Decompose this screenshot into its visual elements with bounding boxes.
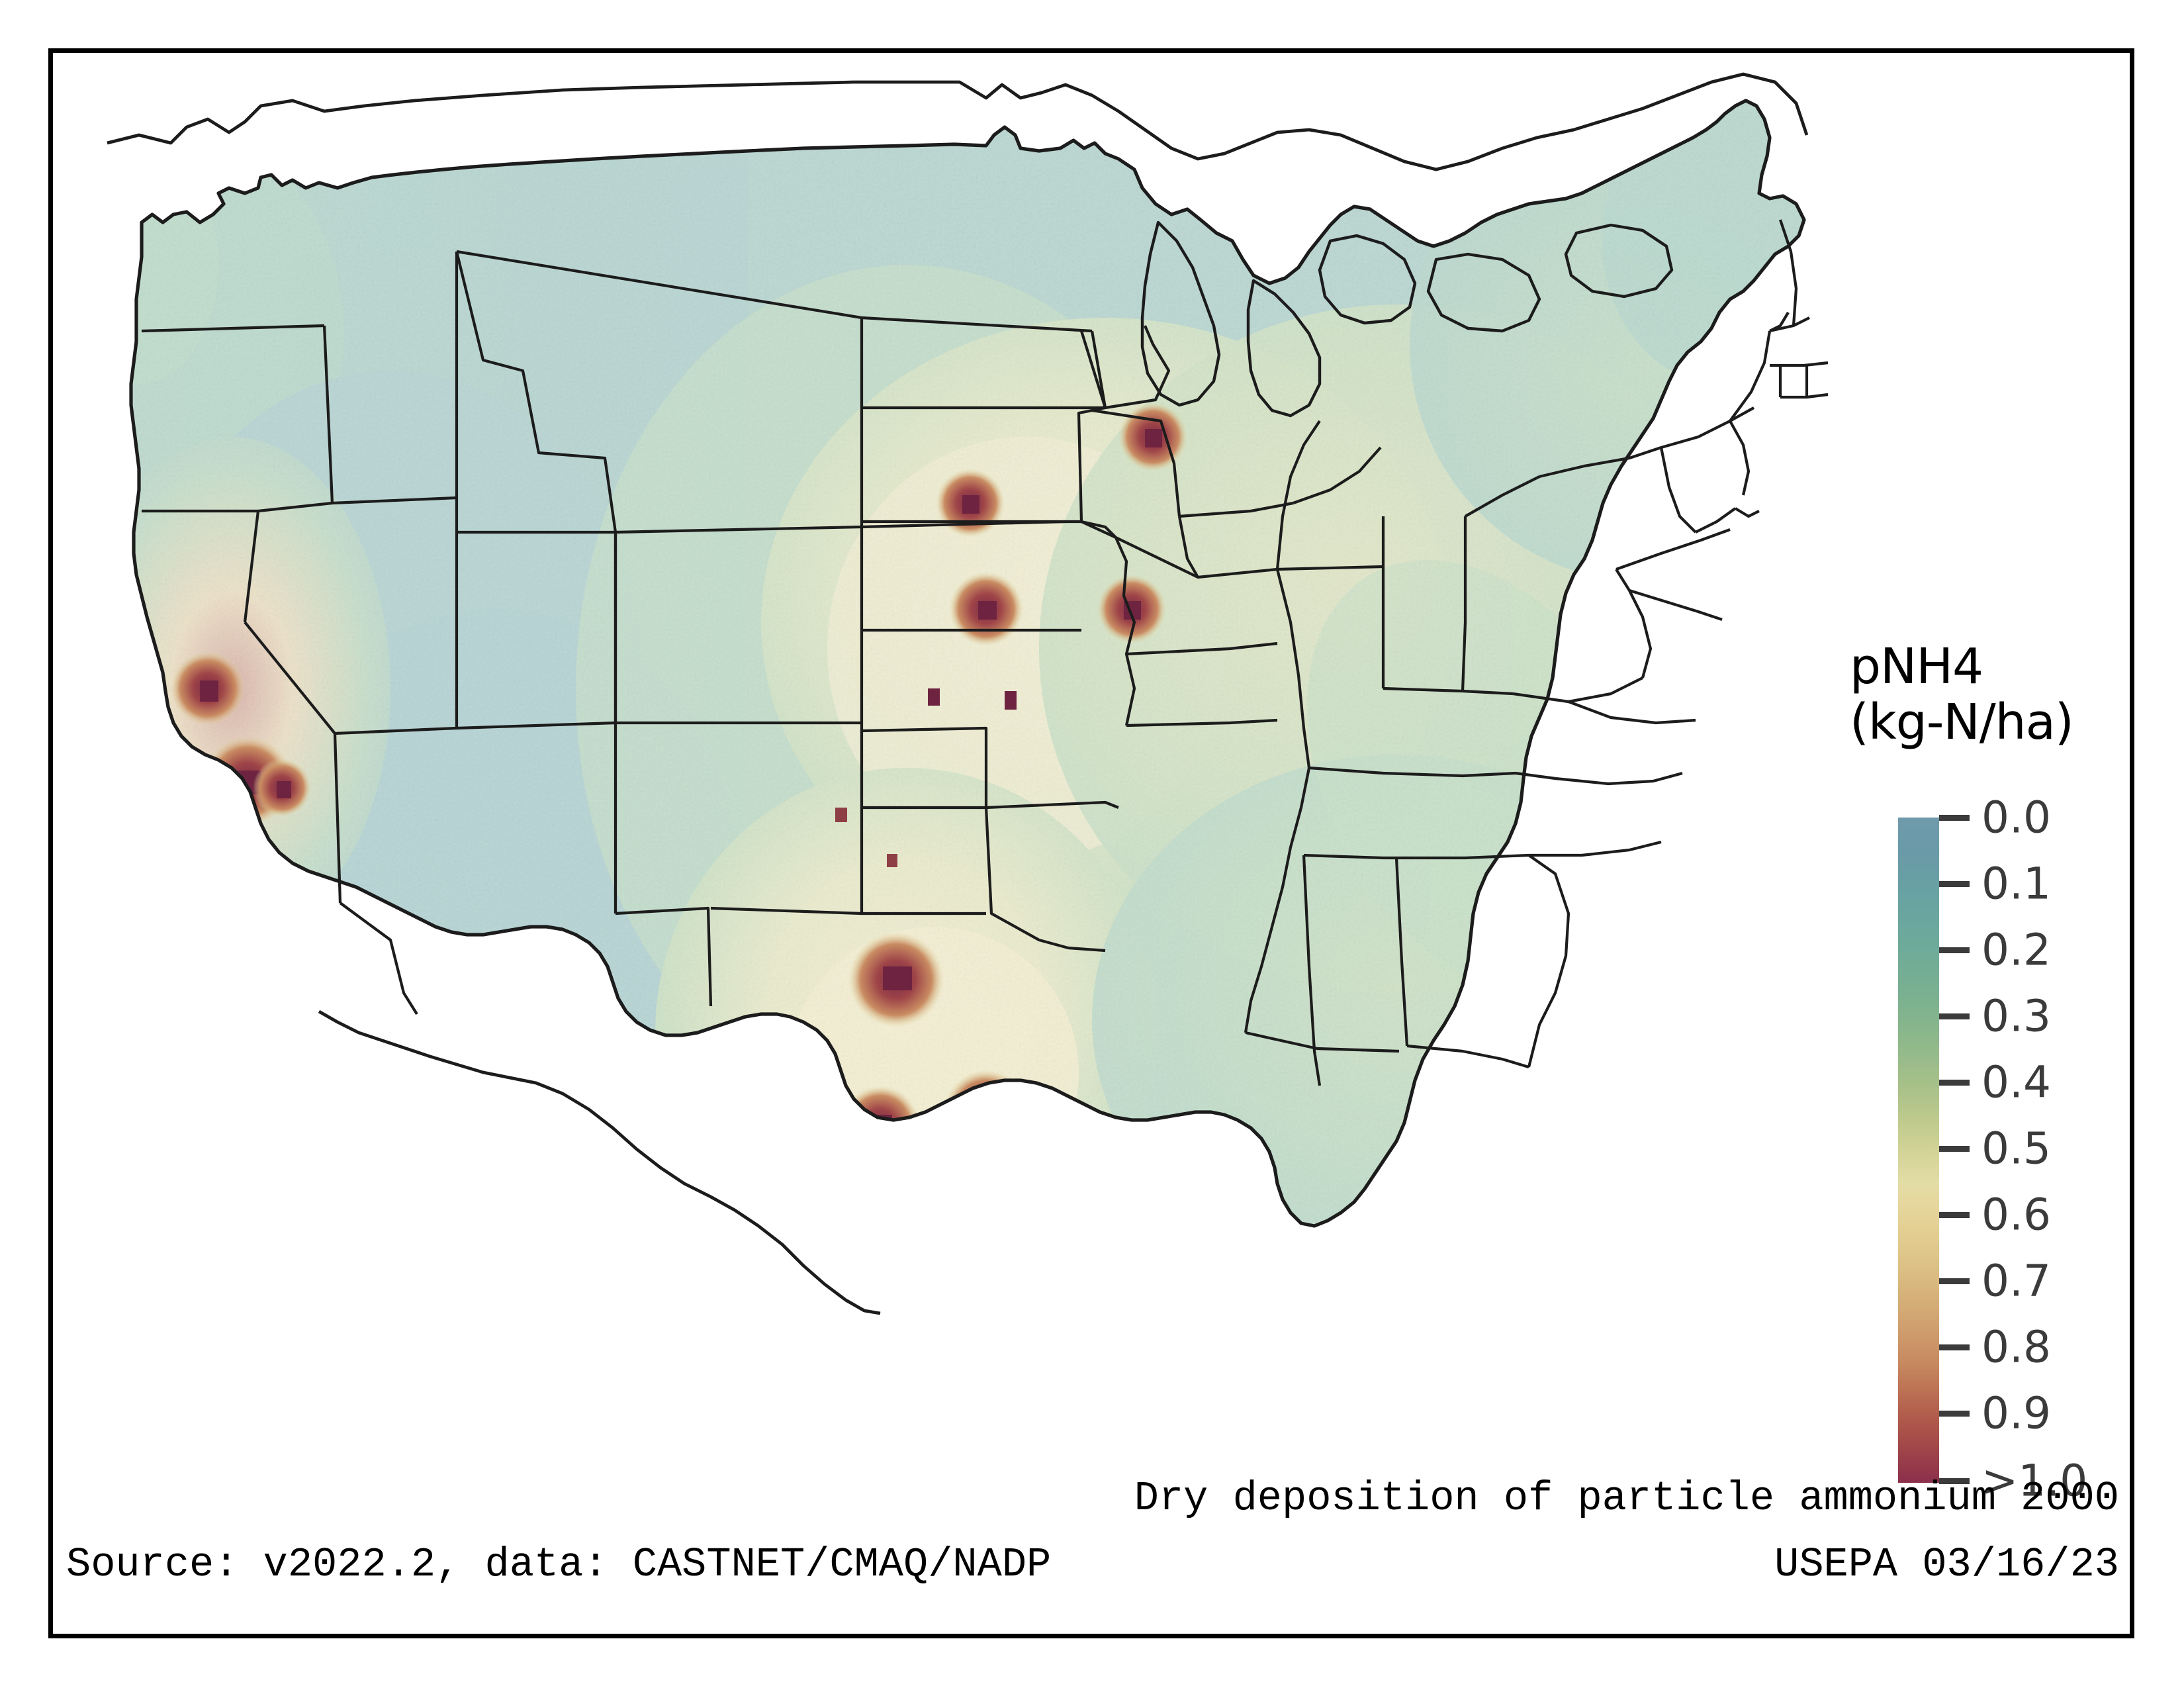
colorbar-tick-10 [1939, 1478, 1970, 1484]
colorbar-tick-5 [1939, 1146, 1970, 1152]
colorbar-tick-0 [1939, 815, 1970, 821]
state-boundaries [107, 72, 1829, 1315]
deposition-field [131, 101, 1804, 1226]
colorbar-label-3: 0.3 [1981, 990, 2051, 1042]
colorbar-label-6: 0.6 [1981, 1189, 2051, 1241]
colorbar-label-9: 0.9 [1981, 1387, 2051, 1439]
legend-title-line1: pNH4 [1850, 638, 1983, 695]
colorbar-label-5: 0.5 [1981, 1123, 2051, 1174]
colorbar-tick-9 [1939, 1411, 1970, 1417]
colorbar-legend: pNH4 (kg-N/ha) 0.0 0.1 0.2 0.3 0.4 0.5 0… [1850, 639, 2128, 1513]
colorbar-tick-2 [1939, 947, 1970, 953]
colorbar-tick-4 [1939, 1080, 1970, 1086]
colorbar-tick-1 [1939, 881, 1970, 887]
colorbar-gradient [1898, 818, 1939, 1483]
colorbar-tick-7 [1939, 1278, 1970, 1284]
map-caption-title: Dry deposition of particle ammonium 2000 [1134, 1475, 2119, 1522]
deposition-map [107, 72, 1829, 1315]
colorbar-label-1: 0.1 [1981, 858, 2051, 910]
colorbar-label-7: 0.7 [1981, 1255, 2051, 1307]
legend-title: pNH4 (kg-N/ha) [1850, 639, 2128, 750]
legend-title-line2: (kg-N/ha) [1850, 694, 2074, 751]
colorbar-tick-3 [1939, 1013, 1970, 1019]
colorbar-label-2: 0.2 [1981, 924, 2051, 976]
colorbar-wrap: 0.0 0.1 0.2 0.3 0.4 0.5 0.6 0.7 0.8 0.9 … [1898, 792, 2087, 1507]
map-caption-source: Source: v2022.2, data: CASTNET/CMAQ/NADP [66, 1541, 1052, 1588]
colorbar-label-8: 0.8 [1981, 1321, 2051, 1373]
colorbar-label-10: >1.0 [1981, 1455, 2088, 1507]
colorbar-tick-8 [1939, 1344, 1970, 1350]
colorbar-label-4: 0.4 [1981, 1056, 2051, 1108]
colorbar-label-0: 0.0 [1981, 792, 2051, 843]
colorbar-tick-6 [1939, 1212, 1970, 1218]
map-caption-credit: USEPA 03/16/23 [1774, 1541, 2119, 1588]
map-panel [60, 66, 1886, 1423]
